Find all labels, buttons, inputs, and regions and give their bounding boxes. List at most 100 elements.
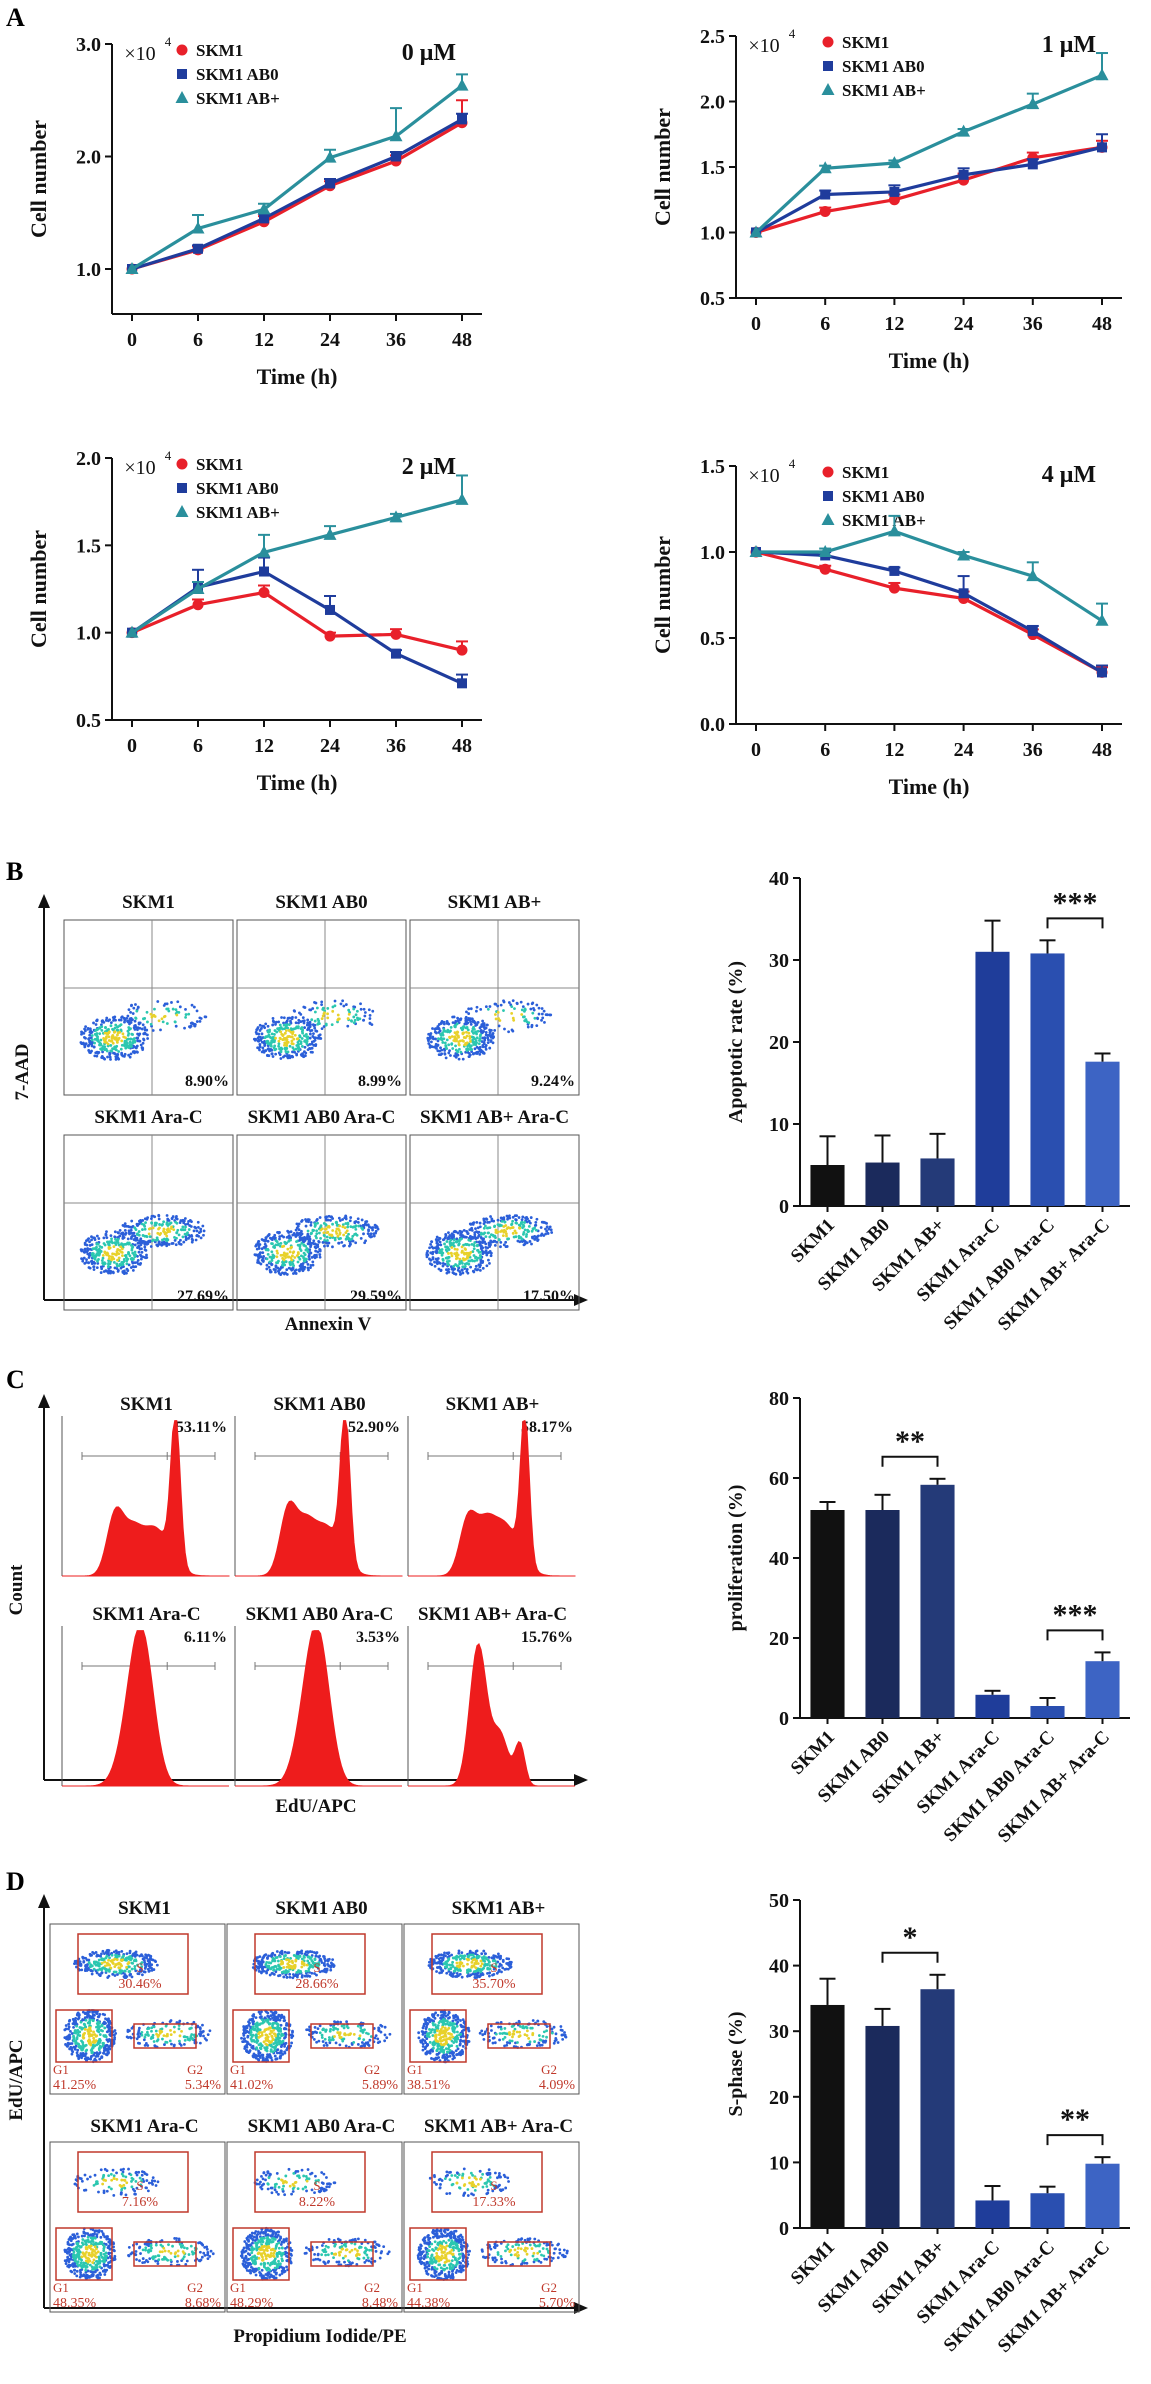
event-dot xyxy=(282,1016,286,1020)
event-dot xyxy=(497,1238,501,1242)
bar xyxy=(1085,1061,1120,1206)
event-dot xyxy=(91,1252,95,1255)
event-dot xyxy=(278,1955,282,1958)
event-dot xyxy=(163,2043,166,2046)
event-dot xyxy=(87,1256,91,1259)
event-dot xyxy=(370,1226,373,1230)
event-dot xyxy=(299,1042,303,1046)
event-dot xyxy=(145,1028,149,1032)
event-dot xyxy=(347,1008,351,1012)
event-dot xyxy=(138,1954,142,1958)
x-tick-label: 36 xyxy=(386,735,406,757)
gate-percent: 6.11% xyxy=(184,1629,227,1646)
event-dot xyxy=(374,1231,377,1235)
event-dot xyxy=(337,1017,341,1021)
event-dot xyxy=(278,1023,282,1027)
event-dot xyxy=(113,1030,117,1034)
bar xyxy=(810,1165,845,1206)
event-dot xyxy=(264,1022,268,1026)
event-dot xyxy=(485,1253,489,1257)
event-dot xyxy=(111,1016,115,1019)
event-dot xyxy=(540,1232,544,1236)
event-dot xyxy=(279,2049,283,2053)
event-dot xyxy=(338,2043,342,2047)
event-dot xyxy=(121,1254,124,1258)
event-dot xyxy=(160,1223,164,1227)
event-dot xyxy=(276,1231,279,1234)
event-dot xyxy=(89,1260,93,1263)
event-dot xyxy=(83,1243,87,1246)
event-dot xyxy=(102,1020,106,1024)
event-dot xyxy=(445,1038,449,1042)
event-dot xyxy=(425,1255,429,1259)
event-dot xyxy=(274,1264,278,1268)
triangle-marker xyxy=(818,545,832,557)
event-dot xyxy=(489,1028,493,1032)
event-dot xyxy=(300,1045,304,1048)
event-dot xyxy=(512,1235,516,1239)
event-dot xyxy=(266,1024,270,1028)
event-dot xyxy=(158,1223,161,1226)
event-dot xyxy=(177,2027,181,2031)
event-dot xyxy=(166,1238,170,1242)
event-dot xyxy=(285,1976,289,1979)
event-dot xyxy=(450,1252,453,1255)
event-dot xyxy=(128,1055,132,1059)
event-dot xyxy=(179,1242,183,1246)
event-dot xyxy=(281,1245,284,1249)
event-dot xyxy=(136,1254,139,1258)
event-dot xyxy=(315,2031,319,2034)
event-dot xyxy=(106,1963,109,1967)
event-dot xyxy=(287,1965,290,1969)
event-dot xyxy=(326,1230,330,1234)
event-dot xyxy=(516,1239,520,1243)
x-tick-label: 6 xyxy=(193,329,203,351)
event-dot xyxy=(144,2042,148,2045)
event-dot xyxy=(476,1029,480,1033)
event-dot xyxy=(523,1221,527,1224)
event-dot xyxy=(464,1258,467,1261)
triangle-marker xyxy=(887,156,901,169)
event-dot xyxy=(441,1257,445,1261)
event-dot xyxy=(510,1005,514,1009)
event-dot xyxy=(272,2028,275,2032)
event-dot xyxy=(256,1026,260,1029)
event-dot xyxy=(118,1228,122,1232)
event-dot xyxy=(311,1007,315,1010)
event-dot xyxy=(199,2030,202,2033)
event-dot xyxy=(327,1957,331,1961)
event-dot xyxy=(491,1233,495,1237)
event-dot xyxy=(484,1044,488,1047)
event-dot xyxy=(462,1036,466,1039)
event-dot xyxy=(272,1245,275,1249)
event-dot xyxy=(481,1036,485,1040)
event-dot xyxy=(320,1027,324,1030)
event-dot xyxy=(502,1243,506,1247)
event-dot xyxy=(368,1013,372,1017)
event-dot xyxy=(443,1052,447,1056)
histogram-area xyxy=(408,1419,575,1577)
event-dot xyxy=(94,1023,98,1026)
x-tick-label: 6 xyxy=(820,739,830,761)
event-dot xyxy=(178,1005,182,1009)
event-dot xyxy=(278,1047,281,1051)
event-dot xyxy=(109,1271,112,1275)
event-dot xyxy=(198,1020,202,1023)
event-dot xyxy=(145,1242,149,1246)
event-dot xyxy=(456,1030,459,1034)
quadrant-percent: 29.59% xyxy=(350,1288,402,1305)
event-dot xyxy=(282,2027,286,2031)
event-dot xyxy=(86,1027,90,1031)
event-dot xyxy=(292,1964,296,1968)
event-dot xyxy=(362,1232,365,1236)
event-dot xyxy=(135,1036,139,1040)
event-dot xyxy=(261,1960,265,1964)
event-dot xyxy=(488,1005,492,1008)
event-dot xyxy=(278,1951,282,1955)
event-dot xyxy=(175,1231,179,1234)
event-dot xyxy=(146,1216,150,1220)
event-dot xyxy=(296,1970,300,1974)
event-dot xyxy=(275,1240,279,1244)
event-dot xyxy=(357,1224,361,1228)
event-dot xyxy=(119,1047,123,1051)
